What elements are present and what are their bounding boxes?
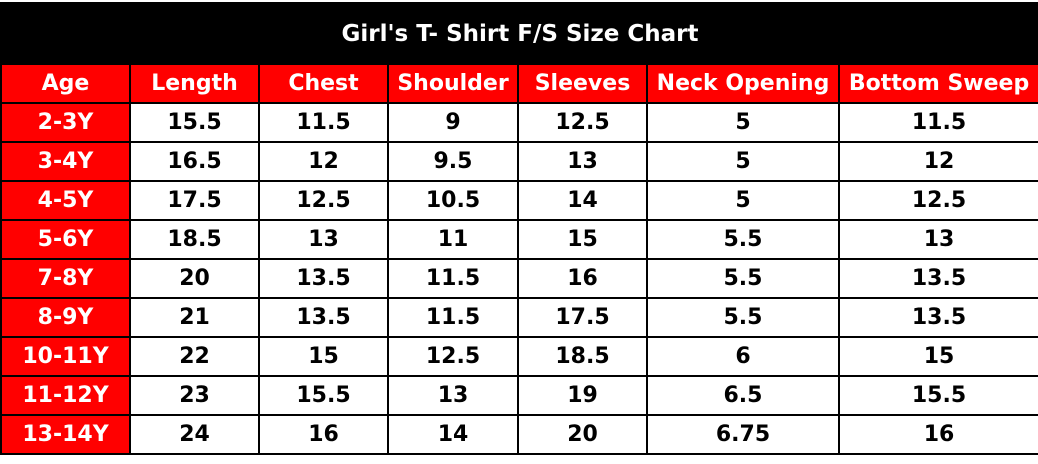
table-cell: 11.5 [387,258,519,299]
table-row: 4-5Y 17.5 12.5 10.5 14 5 12.5 [0,180,1038,221]
table-cell: 18.5 [129,219,260,260]
table-cell: 17.5 [129,180,260,221]
table-cell: 6 [646,336,840,377]
table-cell: 12.5 [517,102,648,143]
table-cell: 13.5 [258,258,389,299]
table-cell: 10.5 [387,180,519,221]
table-cell: 12 [258,141,389,182]
table-cell: 12 [837,141,1038,182]
table-cell: 12.5 [837,180,1038,221]
table-cell: 5.5 [646,297,840,338]
table-cell: 15.5 [258,375,389,416]
table-cell: 5.5 [646,258,840,299]
size-chart-table: Girl's T- Shirt F/S Size Chart Age Length… [0,2,1038,455]
table-row: 13-14Y 24 16 14 20 6.75 16 [0,414,1038,455]
size-chart: Girl's T- Shirt F/S Size Chart Age Length… [0,2,1038,455]
column-header-sleeves: Sleeves [517,63,648,104]
table-cell: 20 [129,258,260,299]
age-cell: 3-4Y [0,141,131,182]
table-cell: 15 [517,219,648,260]
table-cell: 24 [129,414,260,455]
age-cell: 4-5Y [0,180,131,221]
table-cell: 5 [646,141,840,182]
table-cell: 15 [837,336,1038,377]
age-cell: 13-14Y [0,414,131,455]
table-row: 8-9Y 21 13.5 11.5 17.5 5.5 13.5 [0,297,1038,338]
table-cell: 13 [517,141,648,182]
column-header-neck-opening: Neck Opening [646,63,840,104]
table-cell: 14 [517,180,648,221]
age-cell: 10-11Y [0,336,131,377]
table-cell: 6.5 [646,375,840,416]
column-header-length: Length [129,63,260,104]
table-cell: 22 [129,336,260,377]
table-cell: 13.5 [258,297,389,338]
column-header-bottom-sweep: Bottom Sweep [837,63,1038,104]
column-header-age: Age [0,63,131,104]
chart-title: Girl's T- Shirt F/S Size Chart [0,2,1038,65]
table-cell: 11.5 [387,297,519,338]
table-cell: 13 [837,219,1038,260]
age-cell: 7-8Y [0,258,131,299]
table-row: 7-8Y 20 13.5 11.5 16 5.5 13.5 [0,258,1038,299]
table-cell: 11 [387,219,519,260]
table-cell: 15.5 [129,102,260,143]
table-cell: 5.5 [646,219,840,260]
table-cell: 17.5 [517,297,648,338]
table-cell: 11.5 [258,102,389,143]
table-cell: 23 [129,375,260,416]
table-cell: 16 [837,414,1038,455]
table-body: 2-3Y 15.5 11.5 9 12.5 5 11.5 3-4Y 16.5 12 9.5 13 5 12… [0,102,1038,455]
age-cell: 5-6Y [0,219,131,260]
table-cell: 13.5 [837,297,1038,338]
column-header-chest: Chest [258,63,389,104]
table-cell: 12.5 [387,336,519,377]
table-cell: 13 [387,375,519,416]
table-cell: 5 [646,180,840,221]
table-cell: 15 [258,336,389,377]
table-cell: 13.5 [837,258,1038,299]
table-row: 11-12Y 23 15.5 13 19 6.5 15.5 [0,375,1038,416]
table-row: 2-3Y 15.5 11.5 9 12.5 5 11.5 [0,102,1038,143]
table-cell: 12.5 [258,180,389,221]
table-cell: 14 [387,414,519,455]
table-cell: 9 [387,102,519,143]
table-cell: 11.5 [837,102,1038,143]
age-cell: 11-12Y [0,375,131,416]
table-cell: 15.5 [837,375,1038,416]
table-cell: 16 [258,414,389,455]
table-cell: 6.75 [646,414,840,455]
table-cell: 13 [258,219,389,260]
table-cell: 9.5 [387,141,519,182]
table-row: 5-6Y 18.5 13 11 15 5.5 13 [0,219,1038,260]
table-cell: 16.5 [129,141,260,182]
table-cell: 16 [517,258,648,299]
table-cell: 21 [129,297,260,338]
header-row: Age Length Chest Shoulder Sleeves Neck Openin… [0,63,1038,104]
table-row: 3-4Y 16.5 12 9.5 13 5 12 [0,141,1038,182]
age-cell: 2-3Y [0,102,131,143]
table-cell: 5 [646,102,840,143]
table-cell: 19 [517,375,648,416]
table-row: 10-11Y 22 15 12.5 18.5 6 15 [0,336,1038,377]
table-cell: 18.5 [517,336,648,377]
table-cell: 20 [517,414,648,455]
column-header-shoulder: Shoulder [387,63,519,104]
age-cell: 8-9Y [0,297,131,338]
